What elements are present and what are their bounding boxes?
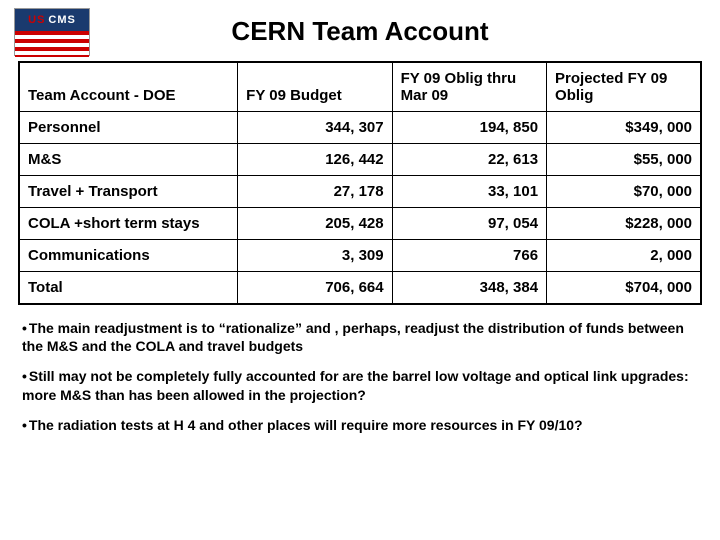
table-cell: 33, 101	[392, 176, 546, 208]
table-cell: 97, 054	[392, 208, 546, 240]
col-header: Team Account - DOE	[19, 62, 238, 112]
logo-cms: CMS	[48, 14, 75, 26]
table-row: Communications3, 3097662, 000	[19, 240, 701, 272]
table-cell: Communications	[19, 240, 238, 272]
col-header: FY 09 Oblig thru Mar 09	[392, 62, 546, 112]
logo-text: US CMS	[15, 9, 89, 31]
table-row: Travel + Transport27, 17833, 101$70, 000	[19, 176, 701, 208]
bullet-dot: •	[22, 417, 27, 433]
logo-us: US	[28, 14, 45, 26]
bullet-text: Still may not be completely fully accoun…	[22, 368, 689, 402]
bullet-item: •The radiation tests at H 4 and other pl…	[22, 416, 698, 434]
table-cell: 2, 000	[547, 240, 701, 272]
table-body: Personnel344, 307194, 850$349, 000M&S126…	[19, 112, 701, 305]
table-cell: Total	[19, 272, 238, 305]
table-cell: M&S	[19, 144, 238, 176]
table-row: Personnel344, 307194, 850$349, 000	[19, 112, 701, 144]
bullet-item: •The main readjustment is to “rationaliz…	[22, 319, 698, 355]
table-cell: Travel + Transport	[19, 176, 238, 208]
table-cell: 348, 384	[392, 272, 546, 305]
table-cell: Personnel	[19, 112, 238, 144]
col-header: Projected FY 09 Oblig	[547, 62, 701, 112]
bullet-dot: •	[22, 368, 27, 384]
table-cell: $349, 000	[547, 112, 701, 144]
table-cell: $55, 000	[547, 144, 701, 176]
table-cell: 22, 613	[392, 144, 546, 176]
budget-table: Team Account - DOE FY 09 Budget FY 09 Ob…	[18, 61, 702, 305]
table-cell: COLA +short term stays	[19, 208, 238, 240]
table-cell: 27, 178	[238, 176, 392, 208]
table-row: COLA +short term stays205, 42897, 054$22…	[19, 208, 701, 240]
bullet-text: The radiation tests at H 4 and other pla…	[29, 417, 583, 433]
table-cell: $704, 000	[547, 272, 701, 305]
table-container: Team Account - DOE FY 09 Budget FY 09 Ob…	[0, 61, 720, 305]
page-title: CERN Team Account	[0, 0, 720, 61]
table-row: Total706, 664348, 384$704, 000	[19, 272, 701, 305]
col-header: FY 09 Budget	[238, 62, 392, 112]
table-cell: 344, 307	[238, 112, 392, 144]
table-row: M&S126, 44222, 613$55, 000	[19, 144, 701, 176]
table-header-row: Team Account - DOE FY 09 Budget FY 09 Ob…	[19, 62, 701, 112]
bullet-text: The main readjustment is to “rationalize…	[22, 320, 684, 354]
table-cell: 766	[392, 240, 546, 272]
bullet-dot: •	[22, 320, 27, 336]
table-cell: 706, 664	[238, 272, 392, 305]
bullets-container: •The main readjustment is to “rationaliz…	[0, 305, 720, 434]
table-cell: 126, 442	[238, 144, 392, 176]
table-cell: $228, 000	[547, 208, 701, 240]
table-cell: 194, 850	[392, 112, 546, 144]
table-cell: $70, 000	[547, 176, 701, 208]
logo-stripes	[15, 31, 89, 57]
uscms-logo: US CMS	[14, 8, 90, 56]
table-cell: 3, 309	[238, 240, 392, 272]
bullet-item: •Still may not be completely fully accou…	[22, 367, 698, 403]
table-cell: 205, 428	[238, 208, 392, 240]
